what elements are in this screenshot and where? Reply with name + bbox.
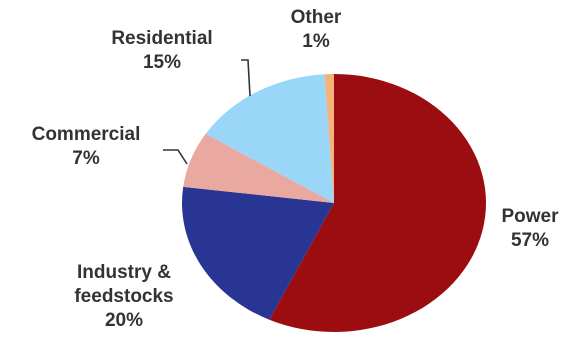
slice-labels: Power 57% Industry & feedstocks 20% Commercia… <box>32 7 559 331</box>
pie-slice-other <box>324 73 334 203</box>
pie-slices <box>182 73 487 333</box>
pie-slice-commercial <box>183 133 334 203</box>
slice-label-power: Power 57% <box>501 206 559 251</box>
slice-value-label: 7% <box>72 148 100 169</box>
pie-slice-residential <box>205 74 334 203</box>
slice-name-label: Residential <box>111 28 212 49</box>
slice-label-industry-and-feedstocks: Industry & feedstocks 20% <box>74 262 173 331</box>
slice-name-label: Commercial <box>32 124 141 145</box>
leader-lines <box>163 59 251 165</box>
slice-value-label: 20% <box>105 310 143 331</box>
slice-value-label: 57% <box>511 230 549 251</box>
slice-label-residential: Residential 15% <box>111 28 212 73</box>
leader-line-residential <box>241 59 251 97</box>
pie-slice-industry-and-feedstocks <box>182 186 334 320</box>
slice-name-label: Other <box>291 7 342 28</box>
slice-label-commercial: Commercial 7% <box>32 124 141 169</box>
slice-value-label: 1% <box>302 31 330 52</box>
pie-slice-power <box>269 74 487 333</box>
slice-name-label: feedstocks <box>74 286 173 307</box>
slice-label-other: Other 1% <box>291 7 342 52</box>
slice-name-label: Industry & <box>77 262 171 283</box>
slice-value-label: 15% <box>143 52 181 73</box>
leader-line-commercial <box>163 149 188 165</box>
slice-name-label: Power <box>501 206 559 227</box>
